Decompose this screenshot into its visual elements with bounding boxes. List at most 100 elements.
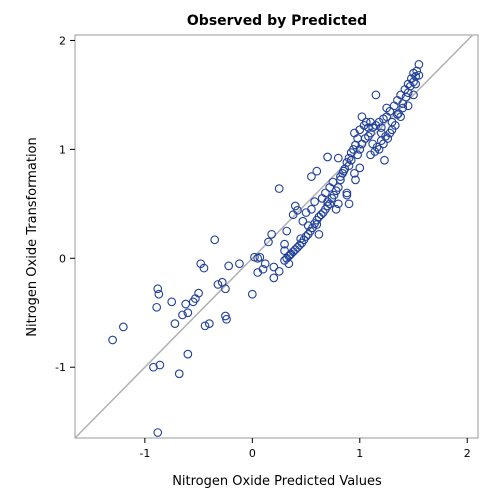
data-point: [280, 239, 289, 249]
data-point: [149, 362, 158, 372]
data-point: [321, 188, 330, 198]
data-point: [380, 155, 389, 165]
data-point: [376, 123, 386, 132]
data-point: [398, 103, 408, 113]
data-point: [331, 186, 341, 196]
data-point: [403, 88, 413, 98]
data-point: [414, 70, 424, 80]
chart-title: Observed by Predicted: [187, 13, 367, 29]
data-point: [167, 297, 177, 307]
data-point: [298, 216, 308, 226]
data-point: [333, 153, 343, 163]
data-point: [119, 322, 128, 332]
data-point: [393, 110, 402, 119]
data-point: [152, 302, 162, 312]
data-point: [340, 164, 350, 174]
data-point: [255, 252, 265, 262]
data-point: [269, 262, 279, 272]
data-point: [403, 101, 413, 111]
data-point: [154, 289, 164, 299]
data-point: [316, 210, 326, 220]
data-point: [323, 152, 332, 162]
data-point: [293, 206, 302, 215]
data-point: [346, 148, 356, 157]
data-point: [183, 349, 193, 359]
data-point: [108, 335, 117, 345]
data-point: [371, 90, 381, 100]
data-point: [267, 229, 277, 239]
data-point: [303, 221, 313, 230]
y-tick-label: 0: [59, 252, 66, 265]
data-point: [282, 253, 292, 263]
data-point: [153, 428, 163, 437]
x-tick-label: 0: [249, 447, 256, 460]
data-point: [398, 99, 408, 108]
data-point: [366, 117, 375, 127]
data-point: [310, 219, 320, 228]
data-point: [394, 109, 403, 118]
data-point: [383, 134, 393, 143]
data-point: [210, 235, 220, 245]
data-point: [342, 188, 352, 198]
data-point: [293, 243, 302, 252]
data-point: [224, 261, 234, 271]
data-point: [355, 163, 365, 173]
data-point: [344, 199, 354, 209]
x-tick-label: -1: [139, 447, 150, 460]
data-point: [183, 308, 193, 318]
y-tick-label: 2: [59, 34, 66, 47]
data-point: [370, 147, 380, 156]
data-point: [269, 273, 279, 283]
data-point: [235, 259, 244, 269]
data-point: [213, 280, 223, 289]
data-point: [307, 204, 316, 214]
x-axis: -1 0 1 2: [139, 438, 471, 460]
data-point: [353, 150, 362, 160]
reference-line: [74, 34, 474, 439]
data-points: [108, 60, 424, 437]
y-axis: -1 0 1 2: [55, 34, 75, 374]
data-point: [368, 139, 378, 149]
data-point: [274, 184, 284, 193]
data-point: [247, 289, 257, 299]
data-point: [282, 226, 292, 236]
plot-frame: [74, 34, 479, 439]
data-point: [325, 199, 335, 209]
data-point: [327, 194, 337, 203]
x-axis-label: Nitrogen Oxide Predicted Values: [172, 474, 382, 489]
data-point: [274, 267, 284, 276]
data-point: [382, 103, 392, 113]
data-point: [170, 319, 180, 328]
y-tick-label: -1: [55, 361, 66, 374]
data-point: [414, 60, 424, 69]
data-point: [333, 199, 343, 209]
data-point: [303, 229, 313, 239]
data-point: [290, 245, 300, 254]
data-point: [376, 136, 386, 146]
x-tick-label: 1: [356, 447, 363, 460]
data-point: [155, 360, 165, 370]
y-axis-label: Nitrogen Oxide Transformation: [25, 137, 40, 337]
data-point: [181, 299, 191, 309]
data-point: [411, 79, 421, 89]
data-point: [194, 288, 203, 298]
data-point: [290, 201, 300, 211]
data-point: [253, 268, 263, 277]
data-point: [331, 204, 341, 214]
data-point: [336, 175, 345, 185]
data-point: [307, 172, 316, 181]
data-point: [350, 168, 359, 178]
data-point: [199, 263, 209, 273]
data-point: [200, 321, 210, 331]
data-point: [260, 259, 270, 269]
data-point: [409, 90, 418, 100]
x-tick-label: 2: [464, 447, 471, 460]
data-point: [174, 369, 184, 379]
data-point: [280, 256, 289, 265]
data-point: [366, 128, 375, 138]
data-point: [351, 175, 360, 185]
data-point: [342, 190, 352, 200]
data-point: [222, 314, 231, 324]
